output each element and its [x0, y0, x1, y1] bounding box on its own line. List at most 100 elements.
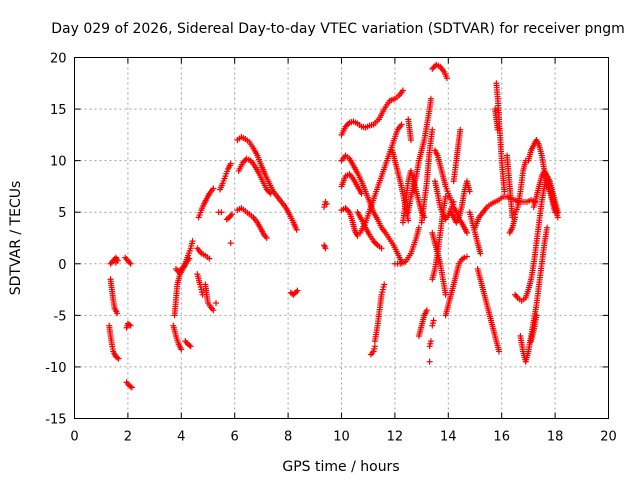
data-point-plus [229, 211, 236, 218]
data-point-plus [371, 343, 378, 350]
data-point-plus [187, 343, 194, 350]
series-s27 [338, 152, 405, 265]
series-s07 [170, 322, 185, 353]
series-s01 [107, 254, 121, 267]
y-axis-label: SDTVAR / TECUs [8, 181, 24, 296]
x-tick-label: 2 [124, 430, 132, 445]
series-s17 [217, 160, 234, 193]
x-tick-label: 14 [440, 430, 457, 445]
series-s62 [506, 214, 519, 236]
series-s14 [202, 281, 217, 314]
data-point-plus [265, 187, 272, 194]
series-s57 [492, 106, 501, 133]
data-point-plus [266, 189, 273, 196]
data-point-plus [322, 245, 329, 252]
data-point-plus [496, 348, 503, 355]
data-point-plus [463, 253, 470, 260]
data-point-plus [291, 290, 298, 297]
series-s38 [405, 95, 434, 216]
data-point-plus [426, 358, 433, 365]
series-s61 [512, 157, 529, 218]
y-tick-label: -15 [45, 413, 66, 428]
data-point-plus [210, 307, 217, 314]
data-point-plus [112, 259, 119, 266]
series-s26 [338, 118, 377, 138]
x-tick-labels: 0 2 4 6 8 10 12 14 16 18 20 [70, 430, 616, 445]
data-point-plus [293, 226, 300, 233]
series-s23 [287, 287, 301, 298]
y-tick-label: 20 [50, 52, 67, 67]
series-s08 [171, 238, 196, 319]
data-point-plus [373, 240, 380, 247]
axis-ticks [74, 57, 609, 419]
data-point-plus [423, 307, 430, 314]
data-point-plus [533, 312, 540, 319]
series-s45 [429, 61, 450, 82]
series-s44 [429, 317, 437, 329]
data-point-plus [399, 87, 406, 94]
data-point-plus [427, 338, 434, 345]
series-s49 [431, 178, 457, 223]
series-s19 [227, 240, 234, 247]
data-point-plus [442, 193, 449, 200]
data-point-plus [429, 126, 436, 133]
data-point-plus [358, 190, 365, 197]
data-point-plus [128, 384, 135, 391]
series-s51 [450, 126, 464, 185]
series-s42 [426, 358, 433, 365]
data-point-plus [294, 287, 301, 294]
grid [74, 57, 609, 419]
data-point-plus [239, 159, 246, 166]
series-s22 [234, 205, 270, 241]
data-point-plus [127, 383, 134, 390]
data-point-plus [398, 121, 405, 128]
data-point-plus [501, 188, 508, 195]
data-point-plus [263, 186, 270, 193]
data-point-plus [461, 254, 468, 261]
series-s25 [321, 242, 329, 252]
data-point-plus [407, 137, 414, 144]
series-s03 [106, 322, 122, 362]
data-point-plus [263, 235, 270, 241]
data-point-plus [227, 240, 234, 247]
data-point-plus [345, 120, 352, 127]
series-s24 [321, 198, 330, 211]
x-tick-label: 10 [333, 430, 350, 445]
series-s54 [474, 265, 503, 355]
x-tick-label: 18 [547, 430, 564, 445]
series-s16 [215, 209, 225, 216]
data-point-plus [457, 126, 464, 133]
series-s52 [447, 178, 473, 226]
data-point-plus [323, 200, 330, 207]
series-s12 [194, 245, 213, 262]
data-point-plus [477, 250, 484, 257]
series-s09 [172, 255, 193, 276]
series-s65 [528, 312, 540, 345]
data-point-plus [114, 354, 121, 361]
data-point-plus [443, 75, 450, 82]
data-point-plus [267, 190, 274, 197]
data-point-plus [343, 206, 350, 213]
data-point-plus [427, 95, 434, 102]
data-point-plus [186, 255, 193, 262]
data-point-plus [210, 185, 217, 192]
data-point-plus [206, 255, 213, 262]
data-point-plus [218, 209, 225, 216]
data-point-plus [450, 198, 457, 205]
series-s39 [405, 116, 414, 144]
data-point-plus [442, 291, 449, 298]
data-point-plus [459, 255, 466, 262]
data-point-plus [343, 122, 350, 129]
data-point-plus [371, 239, 378, 246]
series-s21 [235, 155, 274, 197]
series-s32 [371, 281, 388, 345]
data-point-plus [342, 205, 349, 212]
series-s58 [504, 152, 516, 221]
data-point-plus [354, 232, 361, 239]
series-s18 [223, 211, 236, 223]
series-s43 [426, 338, 434, 350]
data-point-plus [463, 229, 470, 236]
data-point-plus [415, 224, 422, 231]
x-tick-label: 8 [284, 430, 292, 445]
